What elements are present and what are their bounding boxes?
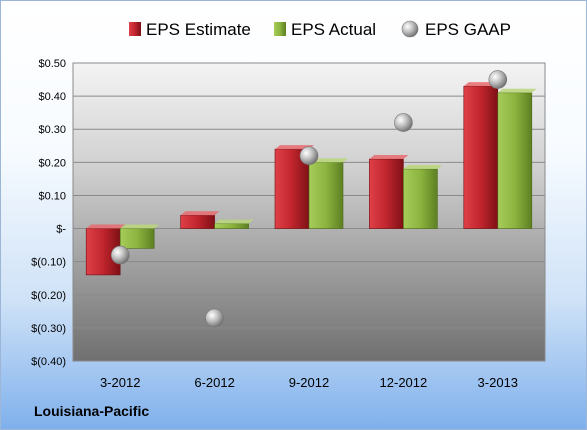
bar-top-face (309, 158, 348, 163)
legend-swatch (274, 22, 286, 36)
y-tick-label: $0.10 (38, 190, 66, 202)
gaap-point (394, 113, 413, 132)
x-tick-label: 9-2012 (289, 375, 329, 390)
bar-eps-actual (119, 228, 155, 249)
bar-top-face (120, 224, 160, 229)
x-tick-label: 3-2012 (100, 375, 140, 390)
y-tick-label: $(0.40) (31, 356, 66, 368)
bar-top-face (86, 224, 126, 229)
y-tick-label: $- (56, 224, 66, 236)
legend-swatch (401, 20, 419, 38)
legend-label: EPS Estimate (146, 20, 251, 39)
y-tick-label: $0.20 (38, 157, 66, 169)
bar-eps-estimate (180, 215, 215, 229)
bar-eps-estimate (369, 158, 404, 229)
bar-top-face (403, 164, 443, 169)
bar-eps-actual (308, 162, 344, 229)
y-tick-label: $(0.10) (31, 257, 66, 269)
gaap-point (110, 245, 130, 265)
plot-border (72, 62, 546, 362)
x-tick-label: 3-2013 (478, 375, 518, 390)
x-tick-label: 12-2012 (380, 375, 428, 390)
legend-swatch (129, 22, 141, 36)
y-tick-label: $0.30 (38, 124, 66, 136)
y-tick-label: $0.50 (38, 58, 66, 70)
bar-eps-actual (497, 92, 533, 229)
y-axis: $0.50 $0.40 $0.30 $0.20 $0.10 $- $(0.10) $(0.20… (31, 58, 66, 368)
gaap-points (110, 70, 508, 328)
y-tick-label: $(0.30) (31, 323, 66, 335)
bar-eps-estimate (463, 85, 499, 229)
gridlines (72, 62, 546, 362)
gaap-point (488, 70, 508, 89)
bar-top-face (369, 155, 409, 160)
bar-top-face (497, 88, 537, 93)
gaap-point (299, 146, 319, 166)
bar-top-face (214, 219, 254, 224)
y-tick-label: $(0.20) (31, 290, 66, 302)
y-tick-label: $0.40 (38, 91, 66, 103)
legend-label: EPS Actual (291, 20, 376, 39)
bar-eps-actual (214, 223, 249, 229)
gaap-point (205, 308, 224, 328)
bar-top-face (180, 211, 220, 216)
x-axis: 3-2012 6-2012 9-2012 12-2012 3-2013 (100, 375, 518, 390)
bar-eps-actual (403, 168, 438, 229)
x-tick-label: 6-2012 (194, 375, 234, 390)
legend-label: EPS GAAP (425, 20, 511, 39)
legend: EPS Estimate EPS Actual EPS GAAP (129, 20, 511, 39)
company-name: Louisiana-Pacific (34, 403, 150, 419)
